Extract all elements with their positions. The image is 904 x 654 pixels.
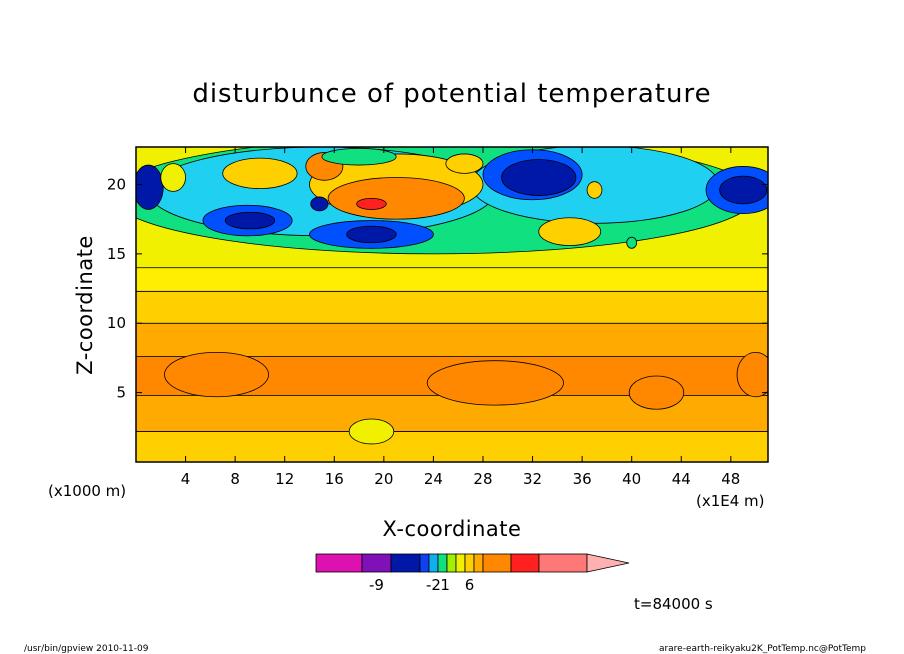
footer-right: arare-earth-reikyaku2K_PotTemp.nc@PotTem…	[659, 644, 866, 654]
x-tick-label: 28	[473, 470, 492, 488]
x-tick-label: 40	[622, 470, 641, 488]
contour-region-0	[164, 351, 269, 398]
colorbar-label: -9	[369, 576, 384, 594]
x-tick-label: 48	[721, 470, 740, 488]
contour-region-11	[346, 225, 397, 244]
colorbar-cell-11	[510, 553, 540, 573]
contour-region-18	[327, 177, 465, 220]
colorbar	[315, 553, 630, 573]
x-tick-label: 32	[523, 470, 542, 488]
contour-region-23	[445, 153, 484, 174]
contour-region-20	[222, 157, 298, 190]
colorbar-cell-10	[482, 553, 512, 573]
y-axis-label: Z-coordinate	[73, 235, 97, 375]
contour-region-9	[224, 211, 276, 230]
y-tick-label: 10	[107, 314, 126, 332]
y-tick-label: 15	[107, 245, 126, 263]
contour-region-15	[719, 175, 768, 205]
y-axis-ticks: 5 10 15 20	[107, 175, 768, 402]
contour-region-16	[136, 164, 164, 210]
colorbar-label: -2	[426, 576, 441, 594]
contour-region-25	[586, 181, 603, 199]
contour-band-0	[136, 431, 768, 462]
contour-region-4	[348, 418, 395, 445]
contour-region-24	[310, 196, 329, 212]
contour-region-2	[628, 375, 685, 410]
colorbar-cell-4	[428, 553, 439, 573]
x-tick-label: 16	[325, 470, 344, 488]
contour-band-3	[136, 290, 768, 324]
x-axis-label: X-coordinate	[383, 517, 522, 541]
contour-region-27	[626, 236, 638, 249]
colorbar-label: 1	[440, 576, 450, 594]
colorbar-cell-1	[361, 553, 392, 573]
colorbar-label: 6	[465, 576, 475, 594]
colorbar-cell-7	[455, 553, 466, 573]
x-tick-label: 12	[275, 470, 294, 488]
x-tick-label: 20	[374, 470, 393, 488]
contour-regions	[136, 147, 768, 445]
contour-region-21	[160, 163, 186, 192]
time-label: t=84000 s	[634, 595, 713, 613]
x-tick-label: 36	[573, 470, 592, 488]
plot-frame	[135, 146, 769, 463]
colorbar-cell-9	[473, 553, 484, 573]
x-tick-label: 24	[424, 470, 443, 488]
contour-region-3	[736, 351, 768, 398]
contour-region-1	[426, 360, 564, 406]
colorbar-cell-3	[419, 553, 430, 573]
x-axis-ticks: 4 8 12 16 20 24 28 32 36 40 44 48	[181, 147, 740, 488]
x-tick-label: 8	[230, 470, 240, 488]
plot-area	[136, 147, 768, 462]
contour-region-28	[321, 147, 397, 166]
contour-region-19	[356, 197, 387, 210]
y-tick-label: 20	[107, 175, 126, 193]
colorbar-cell-6	[446, 553, 457, 573]
colorbar-cell-12	[538, 553, 588, 573]
colorbar-cell-5	[437, 553, 448, 573]
contour-region-13	[501, 159, 577, 196]
colorbar-cell-8	[464, 553, 475, 573]
colorbar-arrow	[586, 553, 630, 573]
chart-title: disturbunce of potential temperature	[192, 79, 711, 109]
y-unit-label: (x1000 m)	[48, 482, 126, 500]
colorbar-labels: -9 -2 1 6	[369, 576, 474, 594]
colorbar-cell-2	[390, 553, 421, 573]
contour-region-26	[538, 217, 602, 246]
x-tick-label: 4	[181, 470, 191, 488]
contour-band-4	[136, 267, 768, 292]
x-tick-label: 44	[672, 470, 691, 488]
x-unit-label: (x1E4 m)	[696, 492, 765, 510]
y-tick-label: 5	[116, 384, 126, 402]
footer-left: /usr/bin/gpview 2010-11-09	[24, 644, 149, 654]
colorbar-cell-0	[315, 553, 363, 573]
